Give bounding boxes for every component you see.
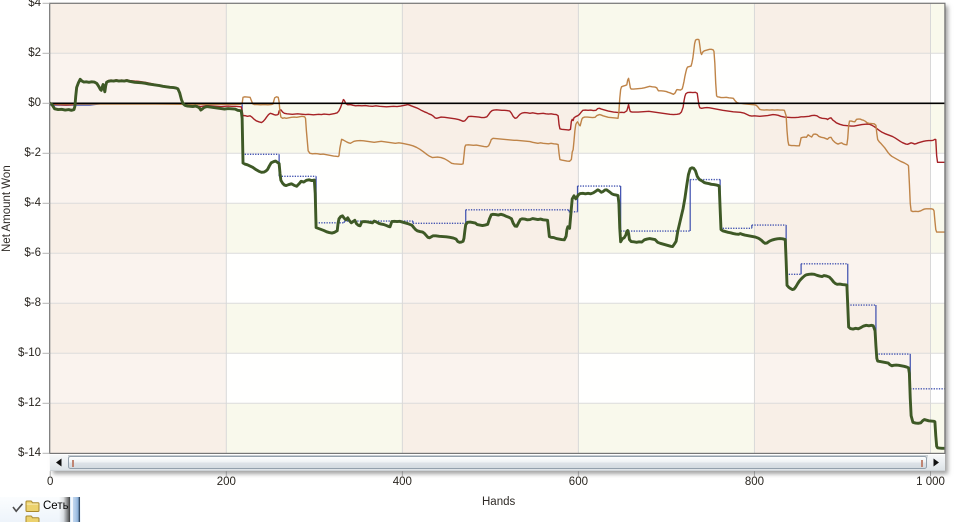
folder-icon-partial [25, 515, 40, 522]
background-band [50, 153, 227, 204]
background-band [50, 253, 227, 304]
scroll-right-button[interactable] [927, 454, 945, 470]
background-band [50, 353, 227, 404]
y-tick-label: $-2 [24, 146, 41, 159]
background-band [754, 253, 931, 304]
thumb-right-grip[interactable] [920, 459, 923, 467]
background-band [402, 353, 579, 404]
background-band [930, 3, 945, 54]
scroll-left-button[interactable] [50, 454, 68, 470]
y-tick-label: $2 [28, 46, 41, 59]
background-band [754, 353, 931, 404]
background-band [578, 403, 755, 454]
background-band [578, 153, 755, 204]
x-tick-label: 1 000 [916, 475, 945, 488]
tree-expander-icon[interactable] [12, 503, 24, 514]
plot-layers [49, 3, 945, 454]
background-band [50, 103, 227, 154]
background-band [930, 153, 945, 204]
background-band [754, 403, 931, 454]
background-band [402, 403, 579, 454]
background-band [578, 3, 755, 54]
background-band [930, 253, 945, 304]
background-band [226, 3, 403, 54]
background-band [226, 53, 403, 104]
background-band [930, 353, 945, 404]
y-tick-label: $-6 [24, 246, 41, 259]
background-band [578, 303, 755, 354]
chart-frame-shadow [50, 3, 945, 471]
background-band [226, 253, 403, 304]
y-tick-label: $-10 [17, 346, 41, 359]
background-band [754, 303, 931, 354]
background-band [226, 353, 403, 404]
background-band [402, 3, 579, 54]
background-band [402, 153, 579, 204]
background-band [578, 53, 755, 104]
x-tick-label: 0 [47, 475, 54, 488]
background-band [402, 53, 579, 104]
background-band [578, 253, 755, 304]
background-band [50, 303, 227, 354]
background-band [50, 403, 227, 454]
y-tick-label: $-12 [17, 396, 41, 409]
folder-icon [25, 500, 40, 512]
background-band [754, 3, 931, 54]
background-band [578, 353, 755, 404]
background-band [402, 253, 579, 304]
left-arrow-icon [55, 458, 62, 467]
x-axis-title: Hands [482, 495, 516, 508]
background-window-fragment: Сеть [0, 497, 81, 522]
background-band [754, 53, 931, 104]
thumb-left-grip[interactable] [72, 459, 74, 467]
x-tick-label: 800 [744, 475, 765, 488]
x-tick-label: 400 [392, 475, 412, 488]
window-scrollbar-highlight [71, 497, 73, 522]
window-edge-shadow [59, 497, 70, 522]
background-band [226, 303, 403, 354]
y-tick-label: $-14 [17, 446, 41, 459]
background-band [578, 103, 755, 154]
y-tick-label: $0 [28, 96, 41, 109]
series-tan-line [49, 38, 945, 233]
x-tick-label: 600 [568, 475, 588, 488]
background-band [754, 203, 931, 254]
window-scrollbar-strip[interactable] [70, 497, 80, 522]
background-band [930, 403, 945, 454]
background-band [50, 3, 227, 54]
background-band [930, 53, 945, 104]
background-band [754, 103, 931, 154]
y-tick-label: $4 [28, 0, 41, 9]
series-blue-step-line [242, 153, 945, 390]
y-tick-label: $-4 [24, 196, 41, 209]
background-band [930, 103, 945, 154]
background-band [226, 403, 403, 454]
background-band [50, 203, 227, 254]
scrollbar-thumb[interactable] [68, 455, 927, 469]
background-band [402, 303, 579, 354]
series-green-net-won-line [49, 77, 945, 450]
background-band [930, 303, 945, 354]
x-tick-label: 200 [216, 475, 236, 488]
right-arrow-icon [933, 458, 940, 467]
scrollbar-track[interactable] [68, 455, 928, 471]
y-tick-label: $-8 [24, 296, 41, 309]
plot-border [49, 2, 946, 455]
horizontal-scrollbar[interactable] [50, 454, 945, 471]
background-band [226, 103, 403, 154]
